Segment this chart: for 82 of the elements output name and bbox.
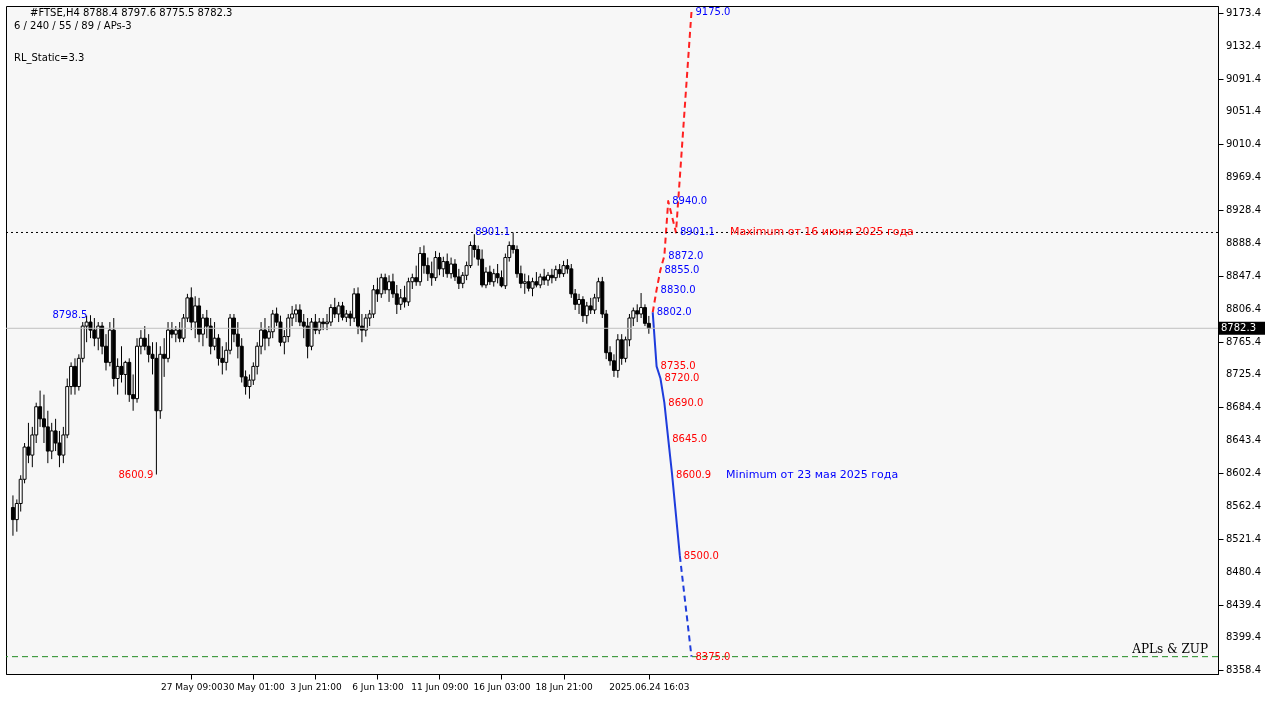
y-tick-label: 9173.4 [1226,6,1261,18]
annotation: 8735.0 [660,360,696,372]
candlestick [546,271,551,287]
candlestick [487,265,492,286]
y-tick-label: 8928.4 [1226,204,1261,216]
candlestick [398,288,403,311]
x-tick-label: 11 Jun 09:00 [411,681,469,692]
candlestick [193,295,198,339]
y-tick-label: 8765.4 [1226,335,1261,347]
y-tick-label: 9010.4 [1226,138,1261,150]
annotation: 8855.0 [664,263,700,275]
y-tick-label: 8969.4 [1226,171,1261,183]
annotation: APLs & ZUP [1131,642,1208,656]
y-tick-label: 8602.4 [1226,467,1261,479]
annotation: 8600.9 [676,468,712,480]
annotation: 8901.1 [679,226,715,238]
y-tick-label: 8888.4 [1226,236,1261,248]
annotation: 8872.0 [668,249,704,261]
candlestick [72,357,77,396]
y-tick-label: 8643.4 [1226,434,1261,446]
annotation: 8690.0 [668,396,704,408]
candlestick [542,268,547,286]
annotation: 8645.0 [672,432,708,444]
annotation: 8600.9 [118,468,154,480]
y-tick-label: 9091.4 [1226,73,1261,85]
annotation: 8802.0 [656,306,692,318]
candlestick [119,345,124,384]
candlestick [402,285,407,309]
y-tick-label: 8725.4 [1226,368,1261,380]
y-tick-label: 8684.4 [1226,401,1261,413]
annotation: 8798.5 [52,309,88,321]
x-tick-label: 18 Jun 21:00 [535,681,593,692]
candlestick [293,303,298,323]
annotation: Minimum от 23 мая 2025 года [726,467,899,481]
y-tick-label: 8806.4 [1226,302,1261,314]
y-tick-label: 8358.4 [1226,664,1261,676]
candlestick [441,256,446,278]
candlestick [433,250,438,282]
candlestick [379,273,384,299]
annotation: 9175.0 [695,5,731,17]
candlestick [92,317,97,347]
annotation: 8901.1 [475,226,511,238]
annotation: 8940.0 [672,195,708,207]
x-tick-label: 6 Jun 13:00 [352,681,404,692]
annotation: 8500.0 [683,549,719,561]
annotation: 6 / 240 / 55 / 89 / APs-3 [14,20,132,31]
y-tick-label: 9051.4 [1226,105,1261,117]
candlestick [321,317,326,331]
candlestick [495,263,500,284]
y-tick-label: 8847.4 [1226,269,1261,281]
candlestick [10,494,15,537]
candlestick [522,273,527,295]
candlestick [437,252,442,276]
annotation: 8375.0 [695,650,731,662]
candlestick [387,274,392,303]
y-tick-label: 8439.4 [1226,598,1261,610]
candlestick [549,268,554,284]
candlestick [336,301,341,323]
candlestick [580,295,585,323]
annotation: RL_Static=3.3 [14,52,85,64]
y-tick-label: 9132.4 [1226,39,1261,51]
candlestick [577,293,582,315]
y-tick-label: 8399.4 [1226,630,1261,642]
annotation: 8720.0 [664,372,700,384]
x-tick-label: 2025.06.24 16:03 [609,681,690,692]
y-tick-label: 8480.4 [1226,565,1261,577]
ref-line-label: 8782.3 [1221,322,1256,334]
candlestick [449,257,454,280]
x-tick-label: 3 Jun 21:00 [290,681,342,692]
annotation: 8830.0 [660,283,696,295]
annotation: Maximum от 16 июня 2025 года [729,225,914,239]
candlestick [262,317,267,351]
candlestick [96,321,101,351]
chart-title: #FTSE,H4 8788.4 8797.6 8775.5 8782.3 [30,7,233,18]
candlestick [584,301,589,325]
candlestick [445,253,450,279]
y-tick-label: 8521.4 [1226,532,1261,544]
x-tick-label: 27 May 09:00 [160,681,223,692]
y-tick-label: 8562.4 [1226,499,1261,511]
candlestick [406,277,411,307]
x-tick-label: 30 May 01:00 [222,681,285,692]
x-tick-label: 16 Jun 03:00 [473,681,531,692]
